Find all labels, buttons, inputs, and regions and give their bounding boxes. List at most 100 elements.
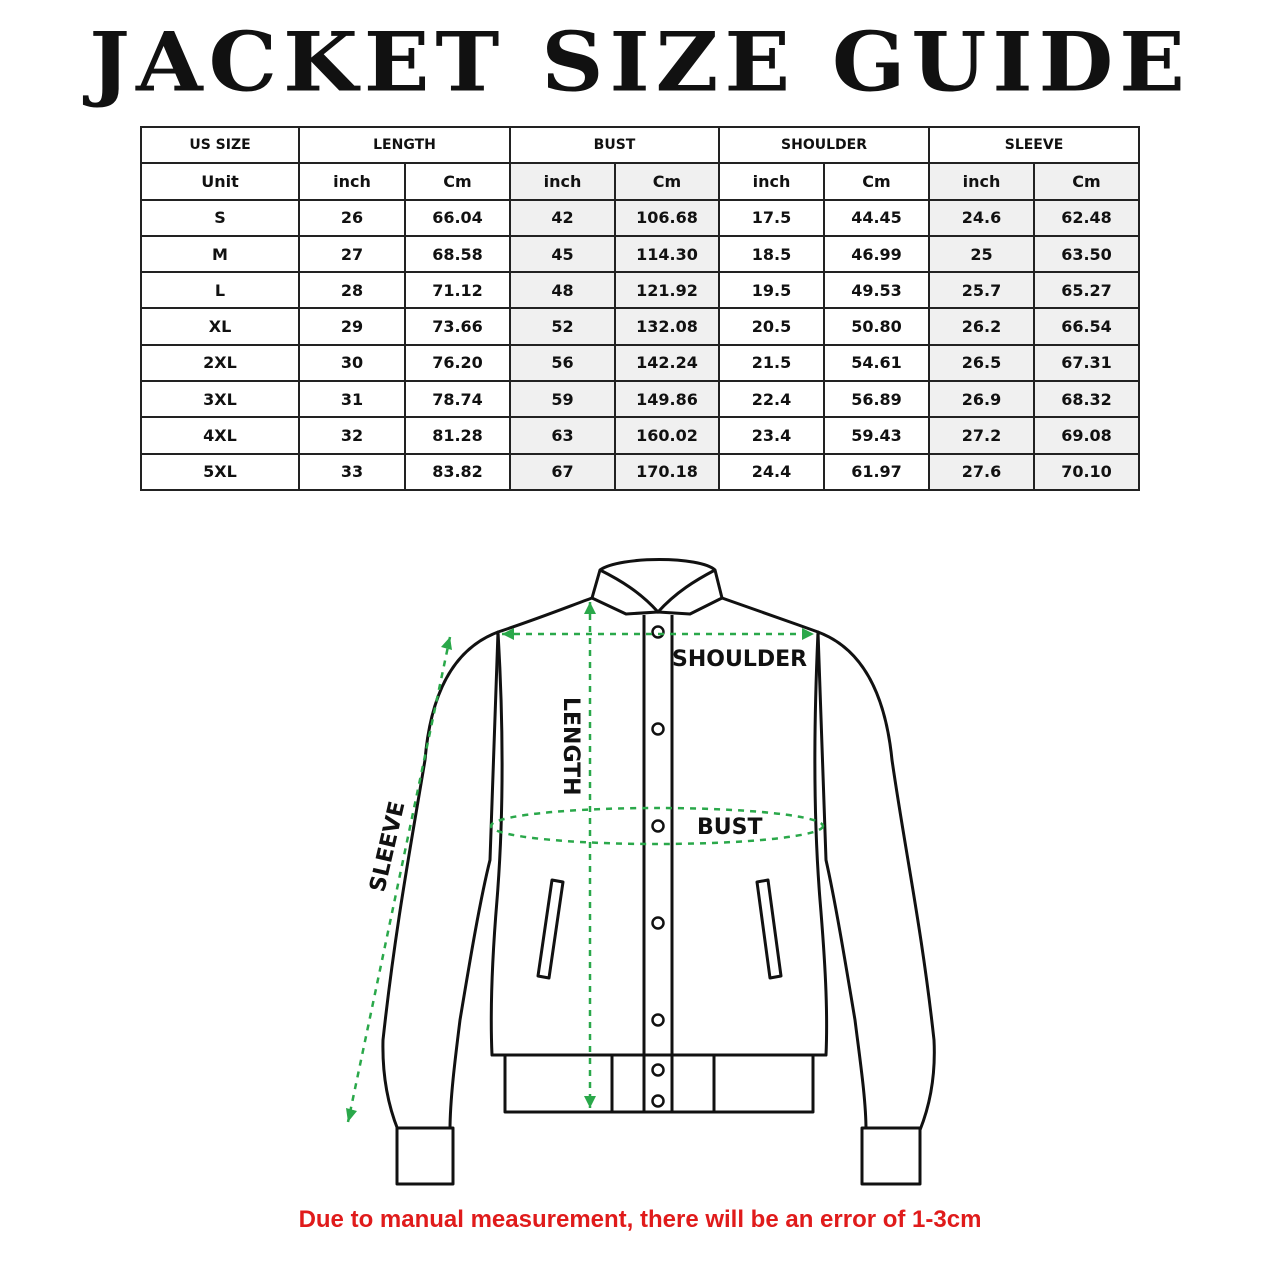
value-cell: 50.80 (823, 307, 930, 346)
group-header-cell: SHOULDER (718, 125, 930, 165)
value-cell: 63.50 (1033, 234, 1140, 274)
group-header-row: US SIZE LENGTH BUST SHOULDER SLEEVE (140, 125, 1140, 165)
value-cell: 149.86 (614, 380, 720, 419)
button (651, 1063, 665, 1077)
table-row: 2XL 30 76.20 56 142.24 21.5 54.61 26.5 67.31 (140, 343, 1140, 383)
value-cell: 59.43 (823, 416, 930, 455)
left-cuff (395, 1126, 455, 1186)
arrow-icon (584, 1096, 596, 1108)
value-cell: 63 (509, 416, 616, 455)
value-cell: 24.6 (928, 198, 1035, 237)
value-cell: 65.27 (1033, 271, 1140, 310)
value-cell: 71.12 (404, 271, 511, 310)
group-header-cell: BUST (509, 125, 720, 165)
value-cell: 106.68 (614, 198, 720, 237)
unit-cell: Cm (823, 162, 930, 201)
table-row: S 26 66.04 42 106.68 17.5 44.45 24.6 62.48 (140, 198, 1140, 237)
right-cuff (860, 1126, 922, 1186)
value-cell: 66.54 (1033, 307, 1140, 346)
value-cell: 27.2 (928, 416, 1035, 455)
unit-cell: inch (718, 162, 825, 201)
value-cell: 70.10 (1033, 452, 1140, 491)
collar (590, 558, 724, 616)
unit-row: Unit inch Cm inch Cm inch Cm inch Cm (140, 162, 1140, 201)
length-label: LENGTH (558, 697, 583, 796)
arrow-icon (584, 602, 596, 614)
table-row: L 28 71.12 48 121.92 19.5 49.53 25.7 65.27 (140, 271, 1140, 310)
value-cell: 26.5 (928, 343, 1035, 383)
value-cell: 26.9 (928, 380, 1035, 419)
value-cell: 81.28 (404, 416, 511, 455)
value-cell: 27 (298, 234, 406, 274)
value-cell: 56.89 (823, 380, 930, 419)
right-sleeve (816, 630, 936, 1132)
size-cell: S (140, 198, 300, 237)
value-cell: 42 (509, 198, 616, 237)
value-cell: 67 (509, 452, 616, 491)
value-cell: 19.5 (718, 271, 825, 310)
value-cell: 56 (509, 343, 616, 383)
button (651, 916, 665, 930)
value-cell: 18.5 (718, 234, 825, 274)
bust-label: BUST (697, 815, 762, 840)
table-row: 5XL 33 83.82 67 170.18 24.4 61.97 27.6 70.10 (140, 452, 1140, 491)
value-cell: 23.4 (718, 416, 825, 455)
right-pocket (755, 878, 783, 980)
measurement-note: Due to manual measurement, there will be… (298, 1206, 982, 1233)
value-cell: 54.61 (823, 343, 930, 383)
value-cell: 25 (928, 234, 1035, 274)
value-cell: 114.30 (614, 234, 720, 274)
value-cell: 68.32 (1033, 380, 1140, 419)
value-cell: 28 (298, 271, 406, 310)
value-cell: 73.66 (404, 307, 511, 346)
value-cell: 21.5 (718, 343, 825, 383)
unit-cell: inch (928, 162, 1035, 201)
page-title: JACKET SIZE GUIDE (89, 14, 1191, 111)
button (651, 625, 665, 639)
value-cell: 76.20 (404, 343, 511, 383)
value-cell: 29 (298, 307, 406, 346)
left-pocket (536, 878, 565, 980)
size-cell: 3XL (140, 380, 300, 419)
shoulder-label: SHOULDER (672, 647, 807, 672)
button (651, 1013, 665, 1027)
value-cell: 62.48 (1033, 198, 1140, 237)
value-cell: 25.7 (928, 271, 1035, 310)
value-cell: 22.4 (718, 380, 825, 419)
unit-cell: inch (298, 162, 406, 201)
table-row: 4XL 32 81.28 63 160.02 23.4 59.43 27.2 69.08 (140, 416, 1140, 455)
button (651, 722, 665, 736)
value-cell: 68.58 (404, 234, 511, 274)
unit-cell: Unit (140, 162, 300, 201)
size-cell: 5XL (140, 452, 300, 491)
value-cell: 160.02 (614, 416, 720, 455)
value-cell: 20.5 (718, 307, 825, 346)
value-cell: 30 (298, 343, 406, 383)
value-cell: 31 (298, 380, 406, 419)
size-cell: XL (140, 307, 300, 346)
arrow-icon (802, 628, 814, 640)
value-cell: 48 (509, 271, 616, 310)
unit-cell: Cm (614, 162, 720, 201)
bust-measure-line (489, 806, 825, 846)
value-cell: 45 (509, 234, 616, 274)
arrow-icon (502, 628, 514, 640)
value-cell: 69.08 (1033, 416, 1140, 455)
jacket-diagram: SHOULDER BUST LENGTH SLEEVE (346, 558, 936, 1186)
button (651, 1094, 665, 1108)
value-cell: 49.53 (823, 271, 930, 310)
value-cell: 44.45 (823, 198, 930, 237)
table-row: 3XL 31 78.74 59 149.86 22.4 56.89 26.9 68.32 (140, 380, 1140, 419)
unit-cell: Cm (404, 162, 511, 201)
sleeve-measure-line (346, 636, 452, 1123)
value-cell: 27.6 (928, 452, 1035, 491)
value-cell: 33 (298, 452, 406, 491)
value-cell: 24.4 (718, 452, 825, 491)
unit-cell: inch (509, 162, 616, 201)
value-cell: 83.82 (404, 452, 511, 491)
value-cell: 32 (298, 416, 406, 455)
value-cell: 59 (509, 380, 616, 419)
size-table: US SIZE LENGTH BUST SHOULDER SLEEVE Unit inch C… (140, 125, 1140, 491)
size-cell: 2XL (140, 343, 300, 383)
table-row: XL 29 73.66 52 132.08 20.5 50.80 26.2 66.54 (140, 307, 1140, 346)
